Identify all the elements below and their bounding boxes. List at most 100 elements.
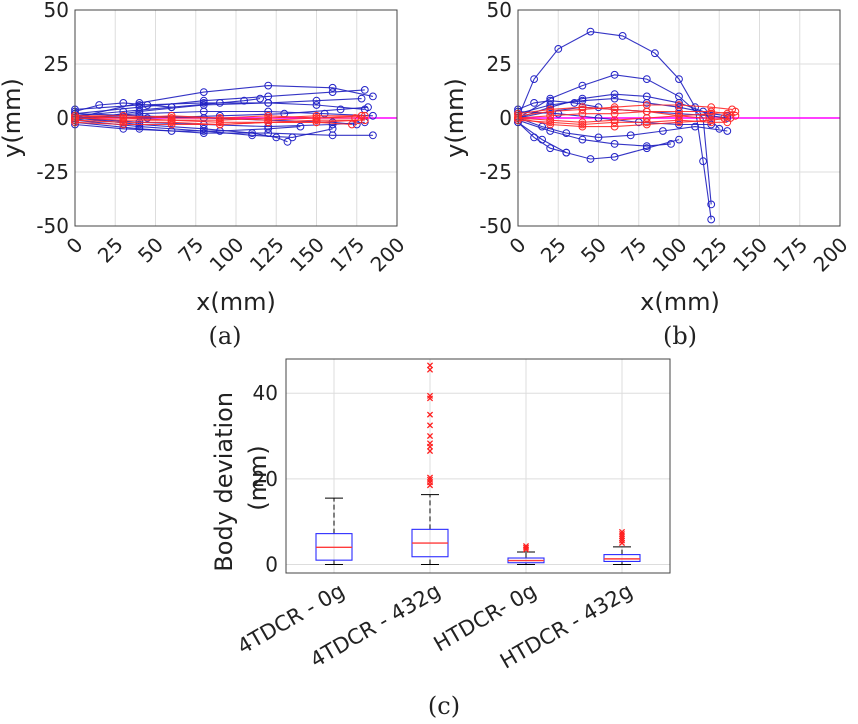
panel-b-label: (b) [663, 322, 697, 350]
outlier-marker [618, 530, 626, 538]
trajectory-point [707, 200, 716, 209]
trajectory-point [216, 99, 224, 107]
trajectory-line [517, 117, 728, 138]
trajectory-point [283, 137, 292, 146]
red-trajectory-point [610, 103, 619, 112]
trajectory-point [248, 129, 257, 138]
trajectory-line [74, 119, 333, 138]
trajectory-point [135, 99, 144, 107]
red-trajectory-point [167, 111, 176, 120]
trajectory-point [675, 75, 683, 83]
red-trajectory-point [546, 116, 555, 125]
red-trajectory-point [675, 101, 683, 109]
outlier-marker [426, 362, 434, 369]
trajectory-point [554, 109, 563, 118]
trajectory-point [546, 96, 555, 105]
red-trajectory-point [546, 120, 555, 129]
trajectory-point [578, 81, 587, 90]
outlier-marker [426, 476, 434, 483]
trajectory-point [667, 140, 675, 148]
panel-b-axes-frame [517, 9, 841, 227]
x-tick-label: 200 [809, 233, 853, 277]
trajectory-point [530, 99, 538, 107]
x-tick-label: 50 [133, 233, 168, 268]
red-trajectory-point [675, 111, 683, 120]
red-trajectory-point [360, 111, 369, 120]
trajectory-point [143, 114, 152, 122]
trajectory-point [642, 142, 651, 151]
trajectory-line [517, 121, 567, 154]
y-tick-label: 40 [253, 381, 278, 405]
red-trajectory-point [578, 103, 587, 112]
panel-c-ylabel: Body deviation (mm) [210, 384, 272, 571]
trajectory-point [199, 88, 208, 96]
trajectory-line [74, 102, 365, 110]
trajectory-point [586, 27, 595, 36]
red-trajectory-point [546, 107, 555, 116]
red-trajectory-line [517, 110, 736, 123]
red-trajectory-point [699, 114, 707, 122]
trajectory-point [618, 32, 627, 40]
trajectory-point [642, 75, 651, 83]
red-trajectory-point [728, 105, 736, 114]
x-tick-label: 100 [648, 233, 692, 277]
trajectory-point [369, 131, 377, 140]
trajectory-point [135, 124, 144, 133]
trajectory-point [272, 133, 281, 142]
x-tick-label: 175 [768, 233, 812, 277]
red-trajectory-point [578, 105, 587, 114]
outlier-marker [426, 392, 434, 399]
x-tick-label: 200 [366, 233, 410, 277]
trajectory-point [256, 94, 265, 103]
panel-a-ylabel: y(mm) [0, 78, 26, 158]
trajectory-point [707, 215, 716, 224]
trajectory-line [517, 100, 599, 110]
trajectory-point [328, 83, 337, 92]
red-trajectory-point [312, 116, 321, 125]
red-trajectory-point [675, 116, 683, 125]
trajectory-point [659, 127, 667, 135]
trajectory-point [675, 135, 683, 144]
trajectory-point [675, 120, 683, 129]
red-trajectory-point [312, 114, 321, 122]
x-tick-label: 75 [616, 233, 651, 268]
trajectory-point [562, 148, 571, 157]
red-trajectory-point [610, 105, 619, 114]
red-trajectory-point [119, 120, 128, 129]
trajectory-point [357, 94, 366, 103]
red-trajectory-point [264, 118, 273, 127]
panel-a-trajectories [71, 81, 377, 146]
red-trajectory-point [707, 107, 716, 116]
trajectory-point [610, 90, 619, 99]
trajectory-line [517, 93, 720, 130]
red-trajectory-point [216, 116, 224, 125]
red-trajectory-point [546, 105, 555, 114]
trajectory-point [642, 99, 651, 107]
y-tick-label: 0 [265, 552, 278, 576]
red-trajectory-point [264, 116, 273, 125]
trajectory-point [288, 133, 297, 142]
trajectory-point [578, 135, 587, 144]
red-trajectory-line [74, 117, 365, 123]
red-trajectory-line [517, 104, 733, 117]
panel-c-ylabel-line-1: Body deviation [210, 392, 238, 572]
red-trajectory-point [216, 114, 224, 122]
y-tick-label: 25 [487, 52, 512, 76]
outlier-marker [426, 440, 434, 447]
panel-a-xlabel: x(mm) [196, 288, 276, 316]
trajectory-point [691, 122, 699, 131]
trajectory-point [199, 129, 208, 138]
trajectory-line [74, 98, 362, 121]
trajectory-point [167, 103, 176, 112]
trajectory-line [74, 121, 373, 136]
red-trajectory-point [707, 116, 716, 125]
red-trajectory-point [610, 118, 619, 127]
trajectory-point [248, 131, 257, 140]
trajectory-point [642, 144, 651, 153]
outlier-marker [522, 542, 530, 550]
box [603, 554, 641, 562]
trajectory-point [610, 153, 619, 161]
red-trajectory-point [578, 122, 587, 131]
